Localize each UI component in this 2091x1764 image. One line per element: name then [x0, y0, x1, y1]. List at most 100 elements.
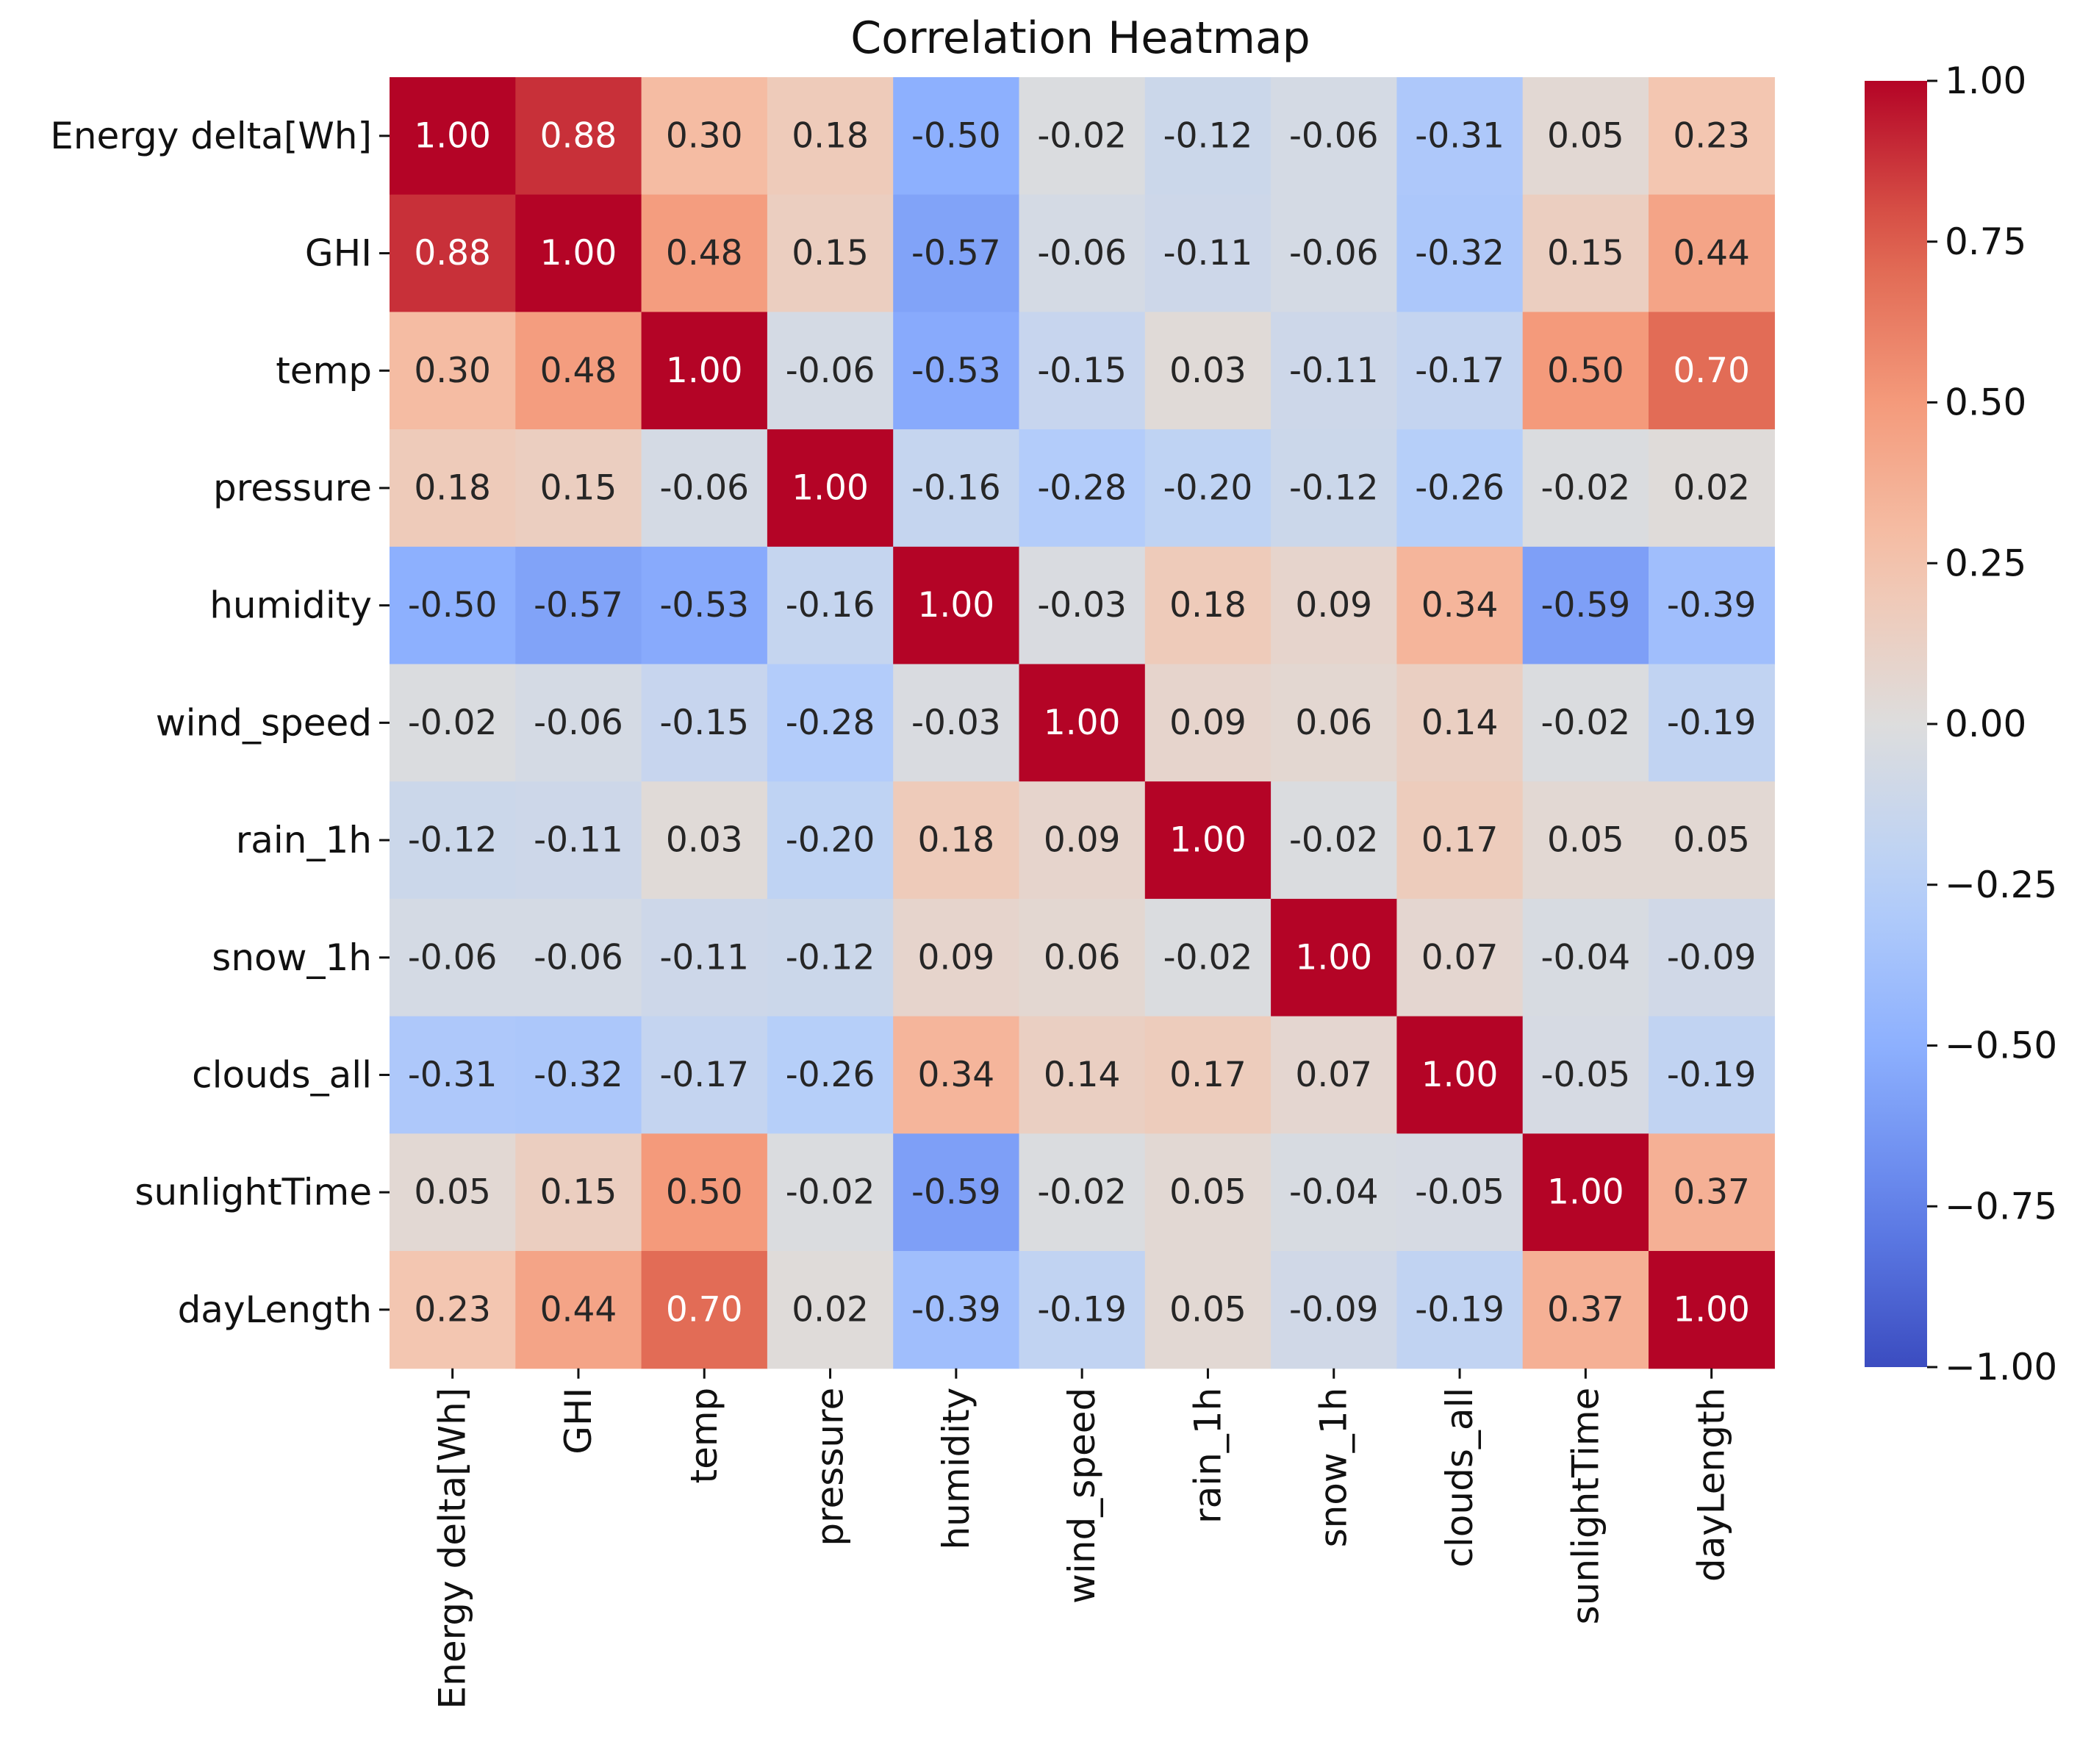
cell-label-6-7: -0.02 [1289, 820, 1379, 861]
heatmap-cell-3-7 [1271, 429, 1397, 548]
cell-label-0-4: -0.50 [911, 115, 1001, 156]
cell-label-1-9: 0.15 [1547, 233, 1624, 273]
y-tick-label-0: Energy delta[Wh] [50, 115, 372, 157]
cell-label-9-2: 0.50 [666, 1172, 743, 1213]
heatmap-cell-6-2 [641, 781, 768, 900]
heatmap-cell-7-4 [893, 898, 1020, 1017]
cell-label-8-8: 1.00 [1421, 1055, 1499, 1095]
heatmap-cell-2-9 [1522, 312, 1649, 430]
cell-label-1-10: 0.44 [1673, 233, 1750, 273]
y-axis-ticks: Energy delta[Wh] GHI temp pressure humidity w… [50, 115, 390, 1331]
heatmap-cell-3-0 [390, 429, 516, 548]
heatmap-cell-3-2 [641, 429, 768, 548]
cell-label-9-9: 1.00 [1547, 1172, 1624, 1213]
cell-label-7-10: -0.09 [1667, 937, 1757, 978]
cell-label-7-9: -0.04 [1541, 937, 1631, 978]
colorbar-tick-label-7: −0.75 [1945, 1185, 2057, 1227]
x-tick-label-3: pressure [809, 1388, 852, 1546]
cell-label-8-4: 0.34 [918, 1055, 995, 1095]
cell-label-1-1: 1.00 [540, 233, 617, 273]
heatmap-cell-4-0 [390, 546, 516, 665]
cell-label-6-5: 0.09 [1044, 820, 1121, 861]
cell-label-3-1: 0.15 [540, 467, 617, 508]
cell-label-5-0: -0.02 [408, 703, 498, 743]
heatmap-cell-9-9 [1522, 1133, 1649, 1252]
cell-label-7-1: -0.06 [534, 937, 623, 978]
cell-label-2-7: -0.11 [1289, 351, 1379, 391]
colorbar-tick-label-6: −0.50 [1945, 1025, 2057, 1067]
cell-label-8-9: -0.05 [1541, 1055, 1631, 1095]
cell-label-1-6: -0.11 [1163, 233, 1253, 273]
y-tick-label-10: dayLength [178, 1288, 372, 1331]
y-tick-label-7: snow_1h [212, 936, 372, 979]
heatmap-cell-2-2 [641, 312, 768, 430]
heatmap-cell-1-4 [893, 194, 1020, 312]
heatmap-annotations: 1.00 0.88 0.30 0.18 -0.50 -0.02 -0.12 -0.06 -0.3… [408, 115, 1757, 1330]
heatmap-cell-2-0 [390, 312, 516, 430]
heatmap-cell-10-0 [390, 1251, 516, 1369]
heatmap-cell-8-2 [641, 1016, 768, 1134]
heatmap-cell-10-4 [893, 1251, 1020, 1369]
cell-label-7-8: 0.07 [1421, 937, 1499, 978]
cell-label-10-9: 0.37 [1547, 1289, 1624, 1330]
heatmap-cell-7-0 [390, 898, 516, 1017]
x-tick-label-8: clouds_all [1438, 1388, 1481, 1568]
y-tick-label-6: rain_1h [236, 819, 372, 861]
heatmap-cell-1-7 [1271, 194, 1397, 312]
colorbar-tick-label-5: −0.25 [1945, 864, 2057, 906]
cell-label-3-8: -0.26 [1415, 467, 1504, 508]
heatmap-cell-4-5 [1019, 546, 1146, 665]
heatmap-cell-6-0 [390, 781, 516, 900]
x-tick-label-4: humidity [935, 1388, 978, 1550]
cell-label-1-7: -0.06 [1289, 233, 1379, 273]
heatmap-cell-6-3 [767, 781, 894, 900]
heatmap-cell-3-1 [515, 429, 642, 548]
cell-label-3-0: 0.18 [414, 467, 491, 508]
cell-label-3-6: -0.20 [1163, 467, 1253, 508]
cell-label-5-7: 0.06 [1295, 703, 1372, 743]
cell-label-8-10: -0.19 [1667, 1055, 1757, 1095]
heatmap-cell-0-6 [1144, 77, 1272, 196]
cell-label-2-1: 0.48 [540, 351, 617, 391]
cell-label-7-4: 0.09 [918, 937, 995, 978]
cell-label-4-1: -0.57 [534, 585, 623, 625]
cell-label-10-2: 0.70 [666, 1289, 743, 1330]
cell-label-5-9: -0.02 [1541, 703, 1631, 743]
cell-label-0-10: 0.23 [1673, 115, 1750, 156]
heatmap-cell-5-7 [1271, 664, 1397, 782]
y-tick-label-4: humidity [209, 584, 372, 627]
heatmap-cell-8-7 [1271, 1016, 1397, 1134]
cell-label-4-3: -0.16 [786, 585, 875, 625]
cell-label-3-3: 1.00 [792, 467, 869, 508]
cell-label-9-8: -0.05 [1415, 1172, 1504, 1213]
heatmap-cell-8-0 [390, 1016, 516, 1134]
cell-label-10-6: 0.05 [1169, 1289, 1247, 1330]
heatmap-cell-6-7 [1271, 781, 1397, 900]
heatmap-cell-5-8 [1396, 664, 1524, 782]
cell-label-6-4: 0.18 [918, 820, 995, 861]
cell-label-2-4: -0.53 [911, 351, 1001, 391]
heatmap-cell-9-2 [641, 1133, 768, 1252]
x-axis-ticks: Energy delta[Wh] GHI temp pressure humidity w… [431, 1368, 1733, 1709]
heatmap-cell-8-5 [1019, 1016, 1146, 1134]
heatmap-cell-9-7 [1271, 1133, 1397, 1252]
cell-label-4-5: -0.03 [1037, 585, 1127, 625]
heatmap-cell-10-9 [1522, 1251, 1649, 1369]
cell-label-1-2: 0.48 [666, 233, 743, 273]
heatmap-cells [390, 77, 1775, 1369]
heatmap-cell-1-6 [1144, 194, 1272, 312]
colorbar-tick-label-4: 0.00 [1945, 703, 2026, 745]
heatmap-cell-9-6 [1144, 1133, 1272, 1252]
heatmap-cell-6-5 [1019, 781, 1146, 900]
heatmap-cell-1-9 [1522, 194, 1649, 312]
cell-label-6-1: -0.11 [534, 820, 623, 861]
heatmap-cell-4-3 [767, 546, 894, 665]
cell-label-7-0: -0.06 [408, 937, 498, 978]
y-tick-label-1: GHI [305, 232, 372, 275]
cell-label-10-3: 0.02 [792, 1289, 869, 1330]
y-tick-label-5: wind_speed [156, 701, 372, 744]
colorbar-gradient [1865, 81, 1927, 1367]
cell-label-0-9: 0.05 [1547, 115, 1624, 156]
